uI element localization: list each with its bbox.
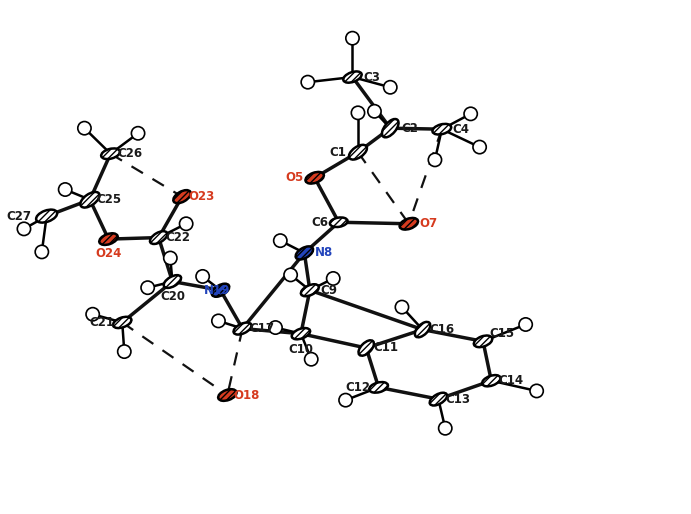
- Ellipse shape: [100, 233, 117, 245]
- Text: C13: C13: [445, 393, 470, 406]
- Ellipse shape: [430, 393, 447, 406]
- Text: C12: C12: [346, 381, 370, 394]
- Circle shape: [395, 301, 408, 314]
- Text: C14: C14: [498, 374, 523, 387]
- Circle shape: [305, 353, 318, 366]
- Ellipse shape: [113, 317, 131, 328]
- Text: C17: C17: [249, 322, 274, 335]
- Ellipse shape: [301, 284, 319, 296]
- Ellipse shape: [305, 172, 324, 183]
- Ellipse shape: [36, 210, 57, 223]
- Text: C1: C1: [329, 145, 346, 159]
- Ellipse shape: [234, 323, 252, 335]
- Text: C25: C25: [97, 193, 122, 206]
- Text: O24: O24: [95, 247, 122, 260]
- Ellipse shape: [359, 340, 374, 356]
- Ellipse shape: [150, 231, 167, 244]
- Text: C6: C6: [311, 216, 328, 229]
- Circle shape: [59, 183, 72, 196]
- Text: C3: C3: [363, 70, 380, 84]
- Circle shape: [473, 140, 486, 154]
- Circle shape: [131, 126, 144, 140]
- Ellipse shape: [399, 218, 418, 230]
- Circle shape: [212, 314, 225, 327]
- Ellipse shape: [296, 246, 313, 260]
- Circle shape: [196, 270, 209, 283]
- Circle shape: [346, 31, 359, 45]
- Text: C4: C4: [453, 123, 470, 136]
- Circle shape: [17, 222, 30, 235]
- Circle shape: [86, 307, 100, 321]
- Ellipse shape: [164, 275, 181, 288]
- Text: N19: N19: [204, 284, 230, 297]
- Ellipse shape: [349, 145, 367, 159]
- Ellipse shape: [415, 322, 430, 337]
- Text: N8: N8: [314, 246, 333, 260]
- Text: C21: C21: [89, 316, 114, 329]
- Circle shape: [519, 318, 532, 331]
- Text: C26: C26: [117, 147, 142, 160]
- Circle shape: [351, 106, 365, 119]
- Text: C22: C22: [165, 231, 191, 244]
- Text: C9: C9: [321, 284, 338, 297]
- Circle shape: [180, 217, 193, 230]
- Ellipse shape: [474, 336, 492, 347]
- Circle shape: [464, 107, 477, 120]
- Ellipse shape: [382, 119, 399, 137]
- Text: O7: O7: [419, 217, 437, 230]
- Circle shape: [301, 76, 314, 89]
- Text: C15: C15: [490, 327, 515, 340]
- Ellipse shape: [212, 284, 229, 297]
- Ellipse shape: [292, 328, 310, 339]
- Circle shape: [339, 394, 352, 407]
- Circle shape: [368, 105, 381, 118]
- Ellipse shape: [369, 382, 388, 393]
- Text: C16: C16: [429, 323, 455, 336]
- Circle shape: [327, 272, 340, 285]
- Text: C27: C27: [7, 210, 32, 223]
- Text: O5: O5: [285, 171, 303, 184]
- Text: O23: O23: [188, 190, 214, 203]
- Circle shape: [530, 384, 543, 398]
- Circle shape: [117, 345, 131, 358]
- Circle shape: [274, 234, 287, 247]
- Circle shape: [439, 421, 452, 435]
- Text: C11: C11: [373, 341, 398, 355]
- Ellipse shape: [80, 192, 100, 208]
- Circle shape: [141, 281, 154, 295]
- Text: C2: C2: [401, 122, 418, 135]
- Ellipse shape: [482, 375, 500, 387]
- Text: C20: C20: [160, 290, 185, 303]
- Ellipse shape: [330, 217, 348, 227]
- Ellipse shape: [343, 71, 361, 83]
- Ellipse shape: [433, 124, 451, 135]
- Circle shape: [164, 251, 177, 265]
- Ellipse shape: [101, 149, 120, 159]
- Text: C10: C10: [288, 342, 314, 356]
- Text: O18: O18: [234, 389, 260, 401]
- Circle shape: [428, 153, 442, 167]
- Circle shape: [384, 81, 397, 94]
- Circle shape: [35, 245, 48, 259]
- Ellipse shape: [173, 190, 191, 203]
- Circle shape: [269, 321, 282, 334]
- Ellipse shape: [218, 389, 236, 401]
- Circle shape: [78, 121, 91, 135]
- Circle shape: [284, 268, 297, 282]
